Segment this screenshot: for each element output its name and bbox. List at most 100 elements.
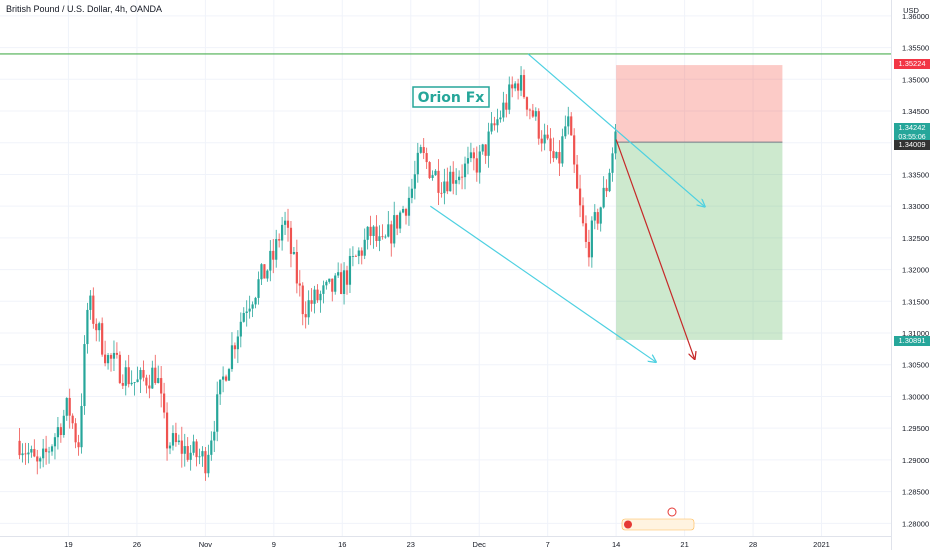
candle-body xyxy=(552,151,555,159)
candle-body xyxy=(160,378,163,394)
candle-body xyxy=(227,369,231,381)
candle xyxy=(213,420,216,452)
candle xyxy=(27,442,30,464)
candle xyxy=(581,197,585,227)
candle xyxy=(446,167,449,195)
candle xyxy=(460,164,464,190)
candle-body xyxy=(387,224,390,237)
candle xyxy=(157,365,160,384)
candle xyxy=(130,370,133,386)
candle xyxy=(104,340,107,367)
candle xyxy=(127,354,130,388)
candle-body xyxy=(602,187,605,208)
orion-fx-annotation[interactable]: Orion Fx xyxy=(412,86,490,108)
candle xyxy=(174,422,178,447)
candle xyxy=(396,214,399,236)
candle-body xyxy=(363,239,366,256)
candle xyxy=(168,442,172,455)
candle-body xyxy=(233,345,237,350)
candle-body xyxy=(528,109,532,111)
candle xyxy=(304,301,307,329)
x-tick-label: 28 xyxy=(749,540,757,549)
candle-body xyxy=(86,309,89,345)
x-tick-label: 26 xyxy=(133,540,141,549)
candle xyxy=(77,434,80,456)
candle-body xyxy=(605,187,608,192)
candle xyxy=(587,229,591,267)
candle xyxy=(245,300,248,327)
y-tick-label: 1.32000 xyxy=(902,266,929,275)
candle xyxy=(564,115,567,139)
candle xyxy=(393,201,396,248)
candle xyxy=(360,247,363,265)
candle xyxy=(86,302,89,354)
events-badge[interactable] xyxy=(621,507,695,531)
candle-body xyxy=(98,323,101,331)
candle-body xyxy=(399,212,402,229)
candle-body xyxy=(42,448,45,459)
candle xyxy=(33,439,36,458)
candle-body xyxy=(404,208,408,216)
candle-body xyxy=(45,448,48,453)
candle-body xyxy=(455,180,458,184)
candle-body xyxy=(475,158,478,173)
candle-body xyxy=(567,116,570,127)
candle-body xyxy=(564,126,567,137)
candle xyxy=(534,107,537,121)
candle-body xyxy=(584,223,588,242)
candle-body xyxy=(496,119,499,126)
candle-body xyxy=(357,250,360,257)
candle xyxy=(233,342,237,359)
candle xyxy=(413,160,416,200)
candle-body xyxy=(127,367,130,385)
drawing-lines xyxy=(0,53,891,362)
candle xyxy=(148,374,151,399)
candle xyxy=(83,335,86,415)
candle xyxy=(74,418,77,449)
candle-body xyxy=(328,278,331,282)
candle xyxy=(567,106,570,135)
candle-body xyxy=(230,345,234,370)
candle xyxy=(531,103,534,118)
news-icon xyxy=(667,507,677,517)
grid-lines xyxy=(0,0,891,536)
x-tick-label: 9 xyxy=(272,540,276,549)
candle-body xyxy=(463,163,467,178)
candle xyxy=(522,69,526,99)
candle xyxy=(328,278,331,284)
y-tick-label: 1.28500 xyxy=(902,488,929,497)
y-tick-label: 1.30500 xyxy=(902,361,929,370)
candle-body xyxy=(443,181,446,194)
candle xyxy=(224,374,228,382)
candlestick-series xyxy=(18,66,617,481)
candle-body xyxy=(121,382,124,386)
candle xyxy=(514,81,517,92)
candle xyxy=(59,423,62,443)
candle-body xyxy=(325,281,328,286)
y-tick-label: 1.35000 xyxy=(902,75,929,84)
candle-body xyxy=(419,147,422,153)
candle-body xyxy=(183,446,186,454)
candle xyxy=(65,397,68,421)
candle xyxy=(428,161,431,180)
candle-body xyxy=(458,176,461,181)
candle xyxy=(239,312,242,348)
candle xyxy=(505,94,508,118)
candle xyxy=(363,228,366,260)
candle-body xyxy=(192,441,195,453)
candle-body xyxy=(578,188,582,206)
candle xyxy=(463,156,467,190)
candle-body xyxy=(18,440,21,456)
candle xyxy=(319,290,322,313)
candle-body xyxy=(104,354,107,364)
candle-body xyxy=(278,239,281,241)
candle xyxy=(570,112,573,136)
candle-body xyxy=(322,285,325,294)
y-tick-label: 1.35500 xyxy=(902,44,929,53)
candle xyxy=(596,208,599,230)
candle-body xyxy=(118,354,121,383)
candle xyxy=(493,116,496,131)
candle-body xyxy=(431,175,434,178)
y-tick-label: 1.32500 xyxy=(902,234,929,243)
